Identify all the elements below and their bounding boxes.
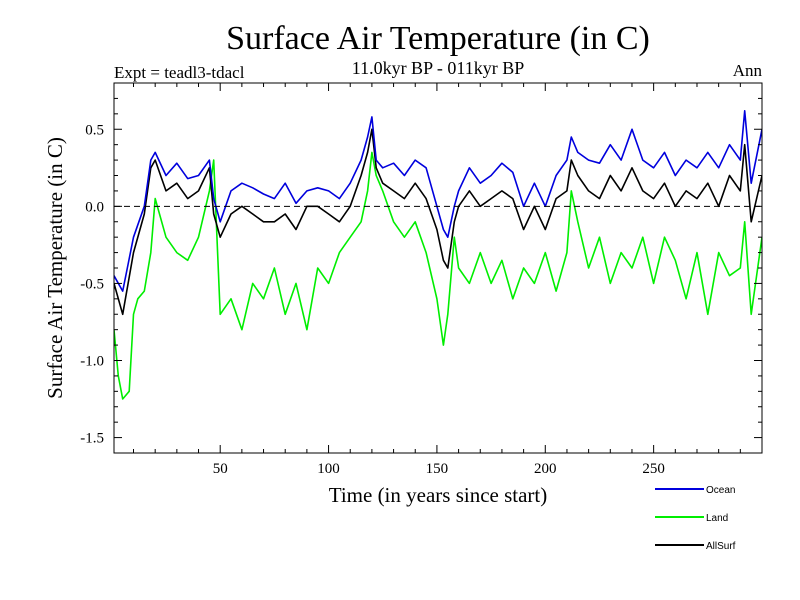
series-line-allsurf [114, 128, 762, 316]
x-tick-label: 200 [534, 461, 557, 477]
chart-title: Surface Air Temperature (in C) [226, 20, 650, 57]
chart-subtitle: 11.0kyr BP - 011kyr BP [352, 58, 525, 78]
x-tick-label: 250 [642, 461, 665, 477]
y-tick-label: -1.0 [80, 354, 104, 370]
season-label: Ann [733, 61, 763, 80]
series-line-land [114, 151, 762, 400]
y-tick-label: 0.5 [85, 122, 104, 138]
x-axis-label: Time (in years since start) [329, 483, 548, 507]
plot-frame [113, 82, 763, 454]
legend-label-land: Land [706, 513, 728, 524]
legend: Ocean Land AllSurf [655, 485, 736, 552]
x-tick-label: 50 [213, 461, 228, 477]
legend-label-ocean: Ocean [706, 485, 735, 496]
legend-label-allsurf: AllSurf [706, 541, 736, 552]
x-tick-label: 150 [426, 461, 449, 477]
y-axis-label: Surface Air Temperature (in C) [43, 137, 67, 399]
series-layer [114, 110, 762, 400]
series-line-ocean [114, 110, 762, 292]
experiment-label: Expt = teadl3-tdacl [114, 63, 245, 82]
y-tick-label: 0.0 [85, 199, 104, 215]
y-tick-label: -1.5 [80, 431, 104, 447]
x-tick-label: 100 [317, 461, 340, 477]
tick-layer: 50 100 150 200 250 0.5 0.0 -0.5 -1.0 -1.5 [80, 83, 762, 477]
y-tick-label: -0.5 [80, 276, 104, 292]
